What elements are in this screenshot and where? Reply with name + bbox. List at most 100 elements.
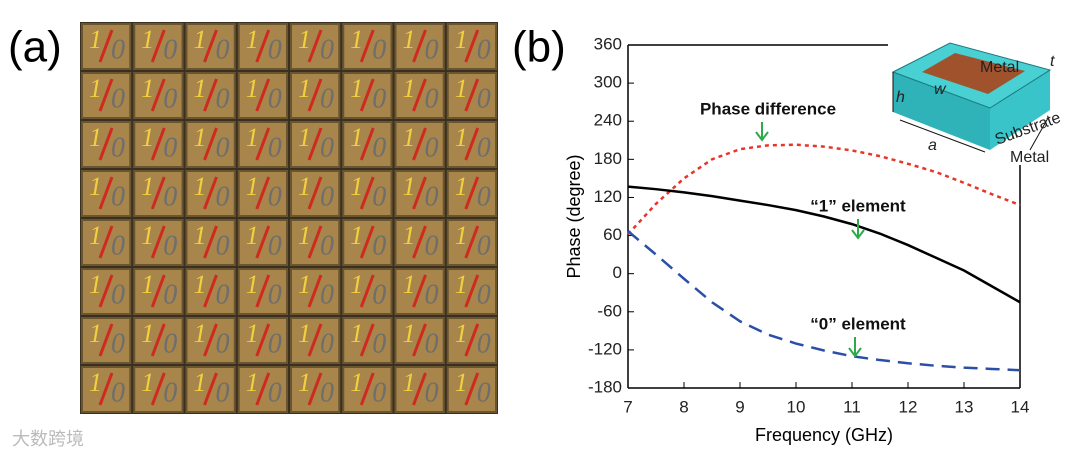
tile-one: 1	[455, 123, 468, 152]
tile-slash	[255, 372, 271, 406]
tile-one: 1	[403, 172, 416, 201]
tile-one: 1	[89, 270, 102, 299]
tile-slash	[359, 323, 375, 357]
tile-zero: 0	[320, 132, 334, 163]
tile-one: 1	[350, 319, 363, 348]
tile-one: 1	[350, 123, 363, 152]
tile-one: 1	[298, 270, 311, 299]
tile-one: 1	[246, 319, 259, 348]
tile-slash	[412, 274, 427, 308]
tile-slash	[255, 274, 271, 308]
tile-one: 1	[194, 172, 207, 201]
tile-slash	[359, 225, 375, 259]
tile-slash	[412, 29, 427, 63]
tile-one: 1	[194, 270, 207, 299]
tile-one: 1	[403, 74, 416, 103]
tile-one: 1	[194, 319, 207, 348]
tile-one: 1	[455, 368, 468, 397]
tile-one: 1	[350, 172, 363, 201]
tile-slash	[307, 274, 323, 308]
tile-zero: 0	[163, 230, 177, 261]
tile-one: 1	[298, 74, 311, 103]
tile-zero: 0	[320, 230, 334, 261]
tile-zero: 0	[216, 34, 230, 65]
tile-one: 1	[246, 270, 259, 299]
x-axis-label: Frequency (GHz)	[755, 425, 893, 445]
tile-slash	[150, 127, 166, 161]
tile-one: 1	[89, 74, 102, 103]
tile-slash	[150, 372, 166, 406]
tile-one: 1	[89, 25, 102, 54]
tile-one: 1	[298, 221, 311, 250]
tile-slash	[150, 274, 166, 308]
tile-one: 1	[246, 25, 259, 54]
tile-slash	[464, 274, 480, 308]
tile-grid: 1 0 1 0 1 0 1 0 1 0 1 0 1 0 1 01 0 1 0 1 0 1 0 1 0 1 0 1 0 1 01 0 1 0 1 0 1 0…	[81, 23, 497, 413]
tile-zero: 0	[372, 83, 386, 114]
tile-slash	[307, 225, 323, 259]
tile-slash	[255, 323, 271, 357]
tile-slash	[203, 274, 218, 308]
tile-slash	[359, 372, 375, 406]
tile-slash	[150, 29, 166, 63]
tile-zero: 0	[111, 83, 125, 114]
tile-zero: 0	[268, 132, 282, 163]
tile-one: 1	[403, 368, 416, 397]
tile-zero: 0	[163, 34, 177, 65]
tile-zero: 0	[111, 132, 125, 163]
tile-zero: 0	[372, 181, 386, 212]
tile-slash	[464, 323, 480, 357]
tile-one: 1	[455, 221, 468, 250]
substrate-side	[990, 70, 1050, 150]
y-tick-label: 60	[603, 225, 622, 244]
dim-a	[899, 119, 986, 153]
tile-slash	[98, 225, 114, 259]
tile-slash	[203, 225, 218, 259]
tile	[185, 366, 236, 413]
tile-slash	[307, 323, 323, 357]
tile-one: 1	[455, 74, 468, 103]
tile-zero: 0	[477, 230, 491, 261]
tile-slash	[464, 176, 480, 210]
tile-one: 1	[141, 319, 154, 348]
tile-one: 1	[141, 270, 154, 299]
tile-slash	[307, 29, 323, 63]
tile-one: 1	[246, 123, 259, 152]
tile-slash	[464, 127, 480, 161]
tile-zero: 0	[425, 328, 439, 359]
tile-one: 1	[298, 368, 311, 397]
y-tick-label: 300	[594, 73, 622, 92]
tile	[394, 268, 445, 315]
tile-zero: 0	[216, 328, 230, 359]
tile-zero: 0	[425, 377, 439, 408]
tile-one: 1	[194, 74, 207, 103]
tile-slash	[359, 274, 375, 308]
tile-one: 1	[89, 221, 102, 250]
tile-one: 1	[298, 25, 311, 54]
tile-one: 1	[455, 319, 468, 348]
pointer	[1029, 117, 1049, 151]
tile-zero: 0	[111, 279, 125, 310]
tile-one: 1	[403, 319, 416, 348]
tile-one: 1	[89, 319, 102, 348]
tile-slash	[412, 372, 427, 406]
tile-one: 1	[455, 172, 468, 201]
x-tick-label: 10	[787, 397, 806, 416]
tile-slash	[203, 323, 218, 357]
tile-zero: 0	[216, 83, 230, 114]
tile	[185, 317, 236, 364]
panel-label: (a)	[8, 23, 62, 72]
inset-label: w	[934, 81, 947, 98]
tile-zero: 0	[320, 181, 334, 212]
tile-zero: 0	[111, 377, 125, 408]
x-tick-label: 9	[735, 397, 744, 416]
tile-one: 1	[455, 25, 468, 54]
tile-zero: 0	[425, 83, 439, 114]
tile-zero: 0	[268, 279, 282, 310]
arrow-head	[848, 347, 862, 358]
tile-slash	[255, 29, 271, 63]
tile-slash	[98, 29, 114, 63]
inset-label: h	[896, 89, 905, 106]
tile-zero: 0	[216, 230, 230, 261]
